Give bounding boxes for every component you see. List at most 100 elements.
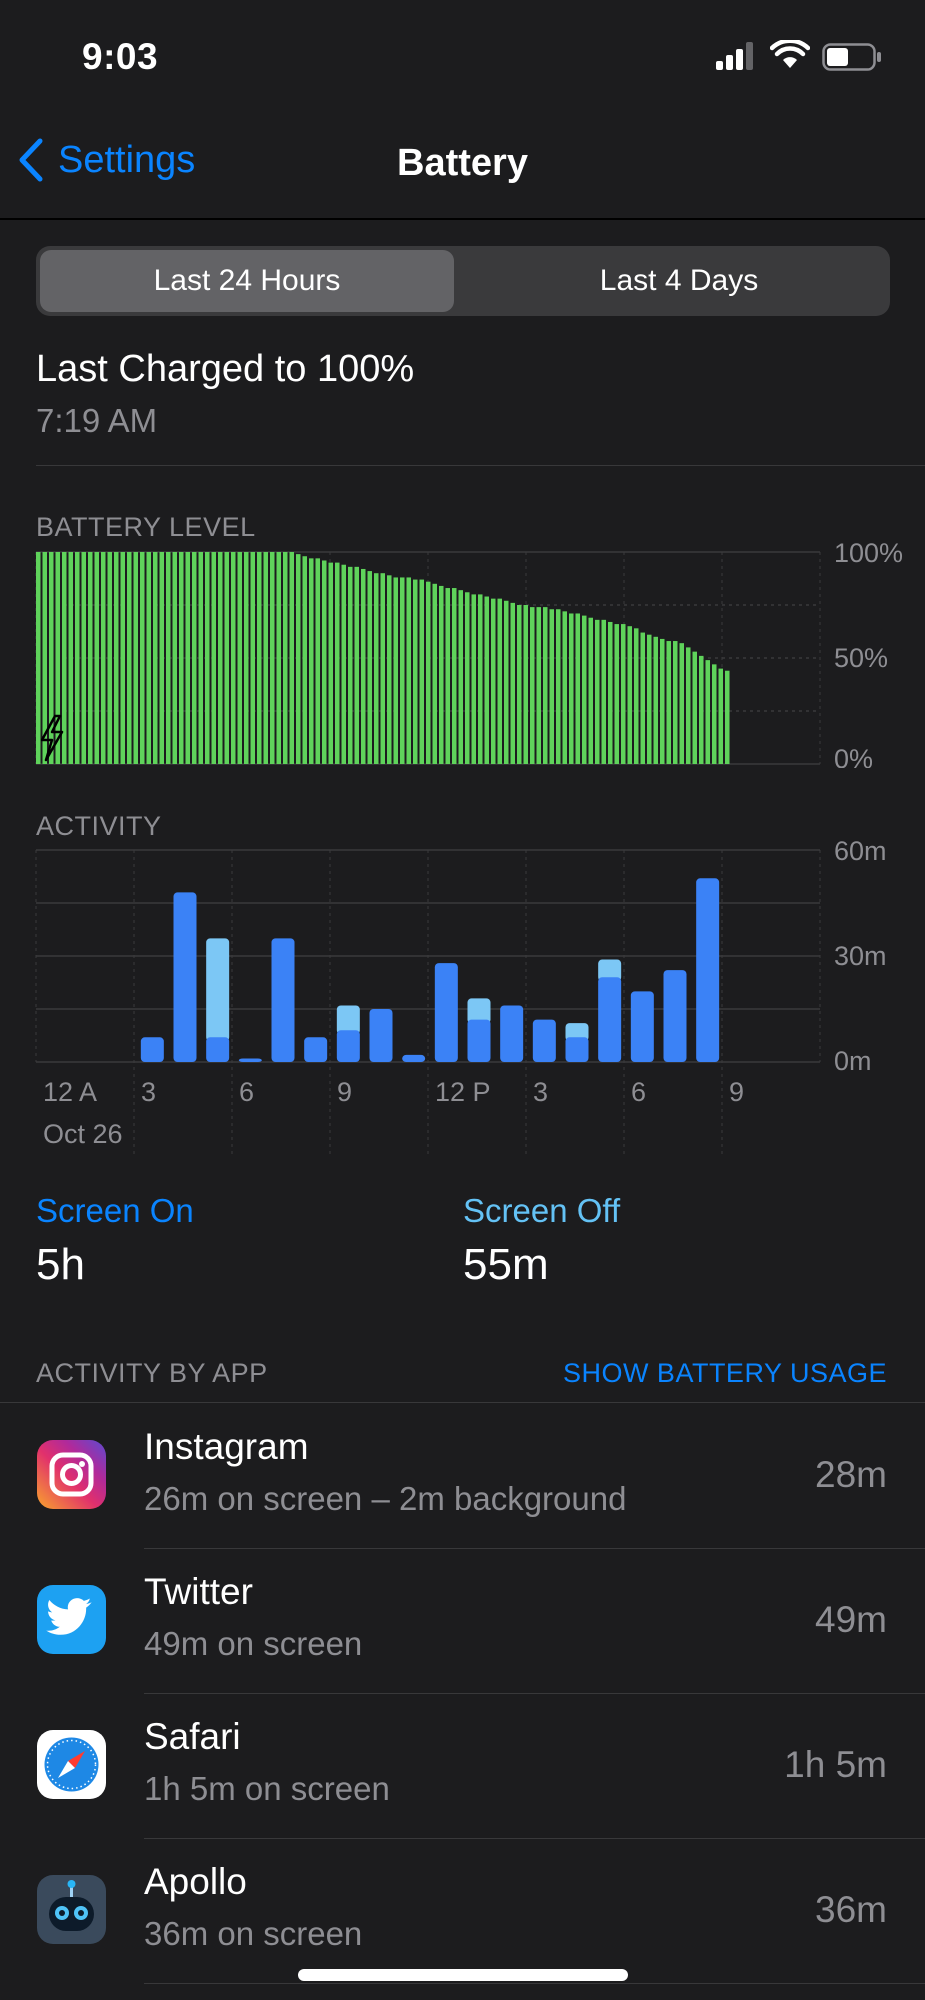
activity-x-label: 12 A: [43, 1077, 97, 1107]
activity-tick-0m: 0m: [834, 1046, 872, 1076]
battery-level-bar: [504, 600, 509, 764]
battery-level-bar: [523, 605, 528, 764]
battery-level-bar: [179, 552, 184, 764]
battery-level-bar: [185, 552, 190, 764]
activity-tick-60m: 60m: [834, 836, 887, 866]
battery-level-bar: [257, 552, 262, 764]
activity-bar-screen-on: [630, 991, 654, 1062]
battery-level-bar: [296, 554, 301, 764]
battery-level-bar: [172, 552, 177, 764]
activity-bar-screen-on: [402, 1054, 426, 1062]
battery-level-bar: [224, 552, 229, 764]
activity-bar-screen-on: [336, 1030, 360, 1062]
app-name: Instagram: [144, 1426, 309, 1467]
cellular-signal-icon: [716, 42, 753, 70]
row-separator: [144, 1548, 925, 1549]
screen-off-value: 55m: [463, 1240, 549, 1289]
activity-bar-screen-on: [565, 1037, 589, 1062]
battery-level-bar: [478, 594, 483, 764]
battery-level-bar: [283, 552, 288, 764]
battery-level-bar: [289, 552, 294, 764]
battery-level-bar: [725, 670, 730, 764]
battery-level-bar: [627, 626, 632, 764]
activity-x-label: 3: [533, 1077, 548, 1107]
battery-level-bar: [107, 552, 112, 764]
app-row-safari[interactable]: Safari 1h 5m on screen 1h 5m: [0, 1694, 925, 1839]
activity-bar-screen-on: [304, 1037, 328, 1062]
battery-level-bar: [705, 660, 710, 764]
battery-level-bar: [120, 552, 125, 764]
back-button[interactable]: Settings: [18, 138, 195, 182]
activity-date-label: Oct 26: [43, 1119, 123, 1149]
screen-on-value: 5h: [36, 1240, 85, 1289]
battery-level-bar: [699, 655, 704, 764]
battery-level-bar: [387, 575, 392, 764]
twitter-icon: [37, 1585, 106, 1654]
battery-level-bar: [354, 566, 359, 764]
battery-level-bar: [68, 552, 73, 764]
home-indicator[interactable]: [298, 1969, 628, 1981]
divider: [0, 1402, 925, 1403]
battery-level-bar: [361, 568, 366, 764]
battery-level-bar: [244, 552, 249, 764]
activity-bar-screen-on: [467, 1019, 491, 1062]
battery-level-bar: [718, 668, 723, 764]
battery-level-bar: [81, 552, 86, 764]
battery-level-bar: [218, 552, 223, 764]
row-separator: [144, 1838, 925, 1839]
battery-level-bar: [647, 634, 652, 764]
battery-level-bar: [133, 552, 138, 764]
battery-level-bar: [458, 590, 463, 764]
battery-level-bar: [322, 560, 327, 764]
battery-level-bar: [276, 552, 281, 764]
safari-icon: [37, 1730, 106, 1799]
battery-level-bar: [569, 613, 574, 764]
segment-last-4-days[interactable]: Last 4 Days: [599, 264, 759, 297]
battery-level-bar: [341, 564, 346, 764]
segment-last-24-hours[interactable]: Last 24 Hours: [40, 250, 454, 312]
activity-bar-screen-off: [206, 938, 230, 1042]
battery-tick-0: 0%: [834, 744, 873, 768]
activity-x-label: 9: [337, 1077, 352, 1107]
app-row-twitter[interactable]: Twitter 49m on screen 49m: [0, 1549, 925, 1694]
battery-level-bar: [445, 588, 450, 764]
app-name: Safari: [144, 1716, 241, 1757]
battery-level-bar: [673, 641, 678, 764]
battery-level-bar: [614, 624, 619, 764]
show-battery-usage-button[interactable]: SHOW BATTERY USAGE: [562, 1358, 887, 1388]
activity-bar-screen-on: [271, 938, 295, 1062]
battery-level-bar: [335, 562, 340, 764]
battery-level-bar: [471, 594, 476, 764]
wifi-icon: [770, 40, 810, 68]
battery-level-bar: [452, 588, 457, 764]
battery-level-bar: [348, 566, 353, 764]
app-value: 28m: [815, 1454, 887, 1495]
battery-level-bar: [426, 581, 431, 764]
battery-level-bar: [205, 552, 210, 764]
battery-level-bar: [380, 573, 385, 764]
battery-level-chart: 100% 50% 0%: [35, 538, 903, 768]
activity-bar-screen-on: [500, 1005, 524, 1062]
battery-level-label: BATTERY LEVEL: [36, 512, 256, 542]
activity-bar-screen-on: [173, 892, 197, 1062]
app-row-instagram[interactable]: Instagram 26m on screen – 2m background …: [0, 1404, 925, 1549]
battery-level-bar: [582, 615, 587, 764]
charging-bolt-icon: [40, 714, 64, 762]
battery-level-bar: [127, 552, 132, 764]
chevron-left-icon: [19, 138, 43, 182]
activity-x-label: 12 P: [435, 1077, 491, 1107]
battery-level-bar: [530, 607, 535, 764]
apollo-icon: [37, 1875, 106, 1944]
battery-level-bar: [536, 607, 541, 764]
battery-level-bar: [328, 562, 333, 764]
battery-level-bar: [556, 609, 561, 764]
activity-x-label: 6: [631, 1077, 646, 1107]
app-name: Apollo: [144, 1861, 247, 1902]
activity-bar-screen-on: [598, 977, 622, 1062]
battery-level-bar: [36, 552, 41, 764]
battery-level-bar: [497, 598, 502, 764]
battery-level-bar: [75, 552, 80, 764]
battery-level-bar: [406, 577, 411, 764]
battery-level-bar: [510, 602, 515, 764]
app-row-apollo[interactable]: Apollo 36m on screen 36m: [0, 1839, 925, 1984]
